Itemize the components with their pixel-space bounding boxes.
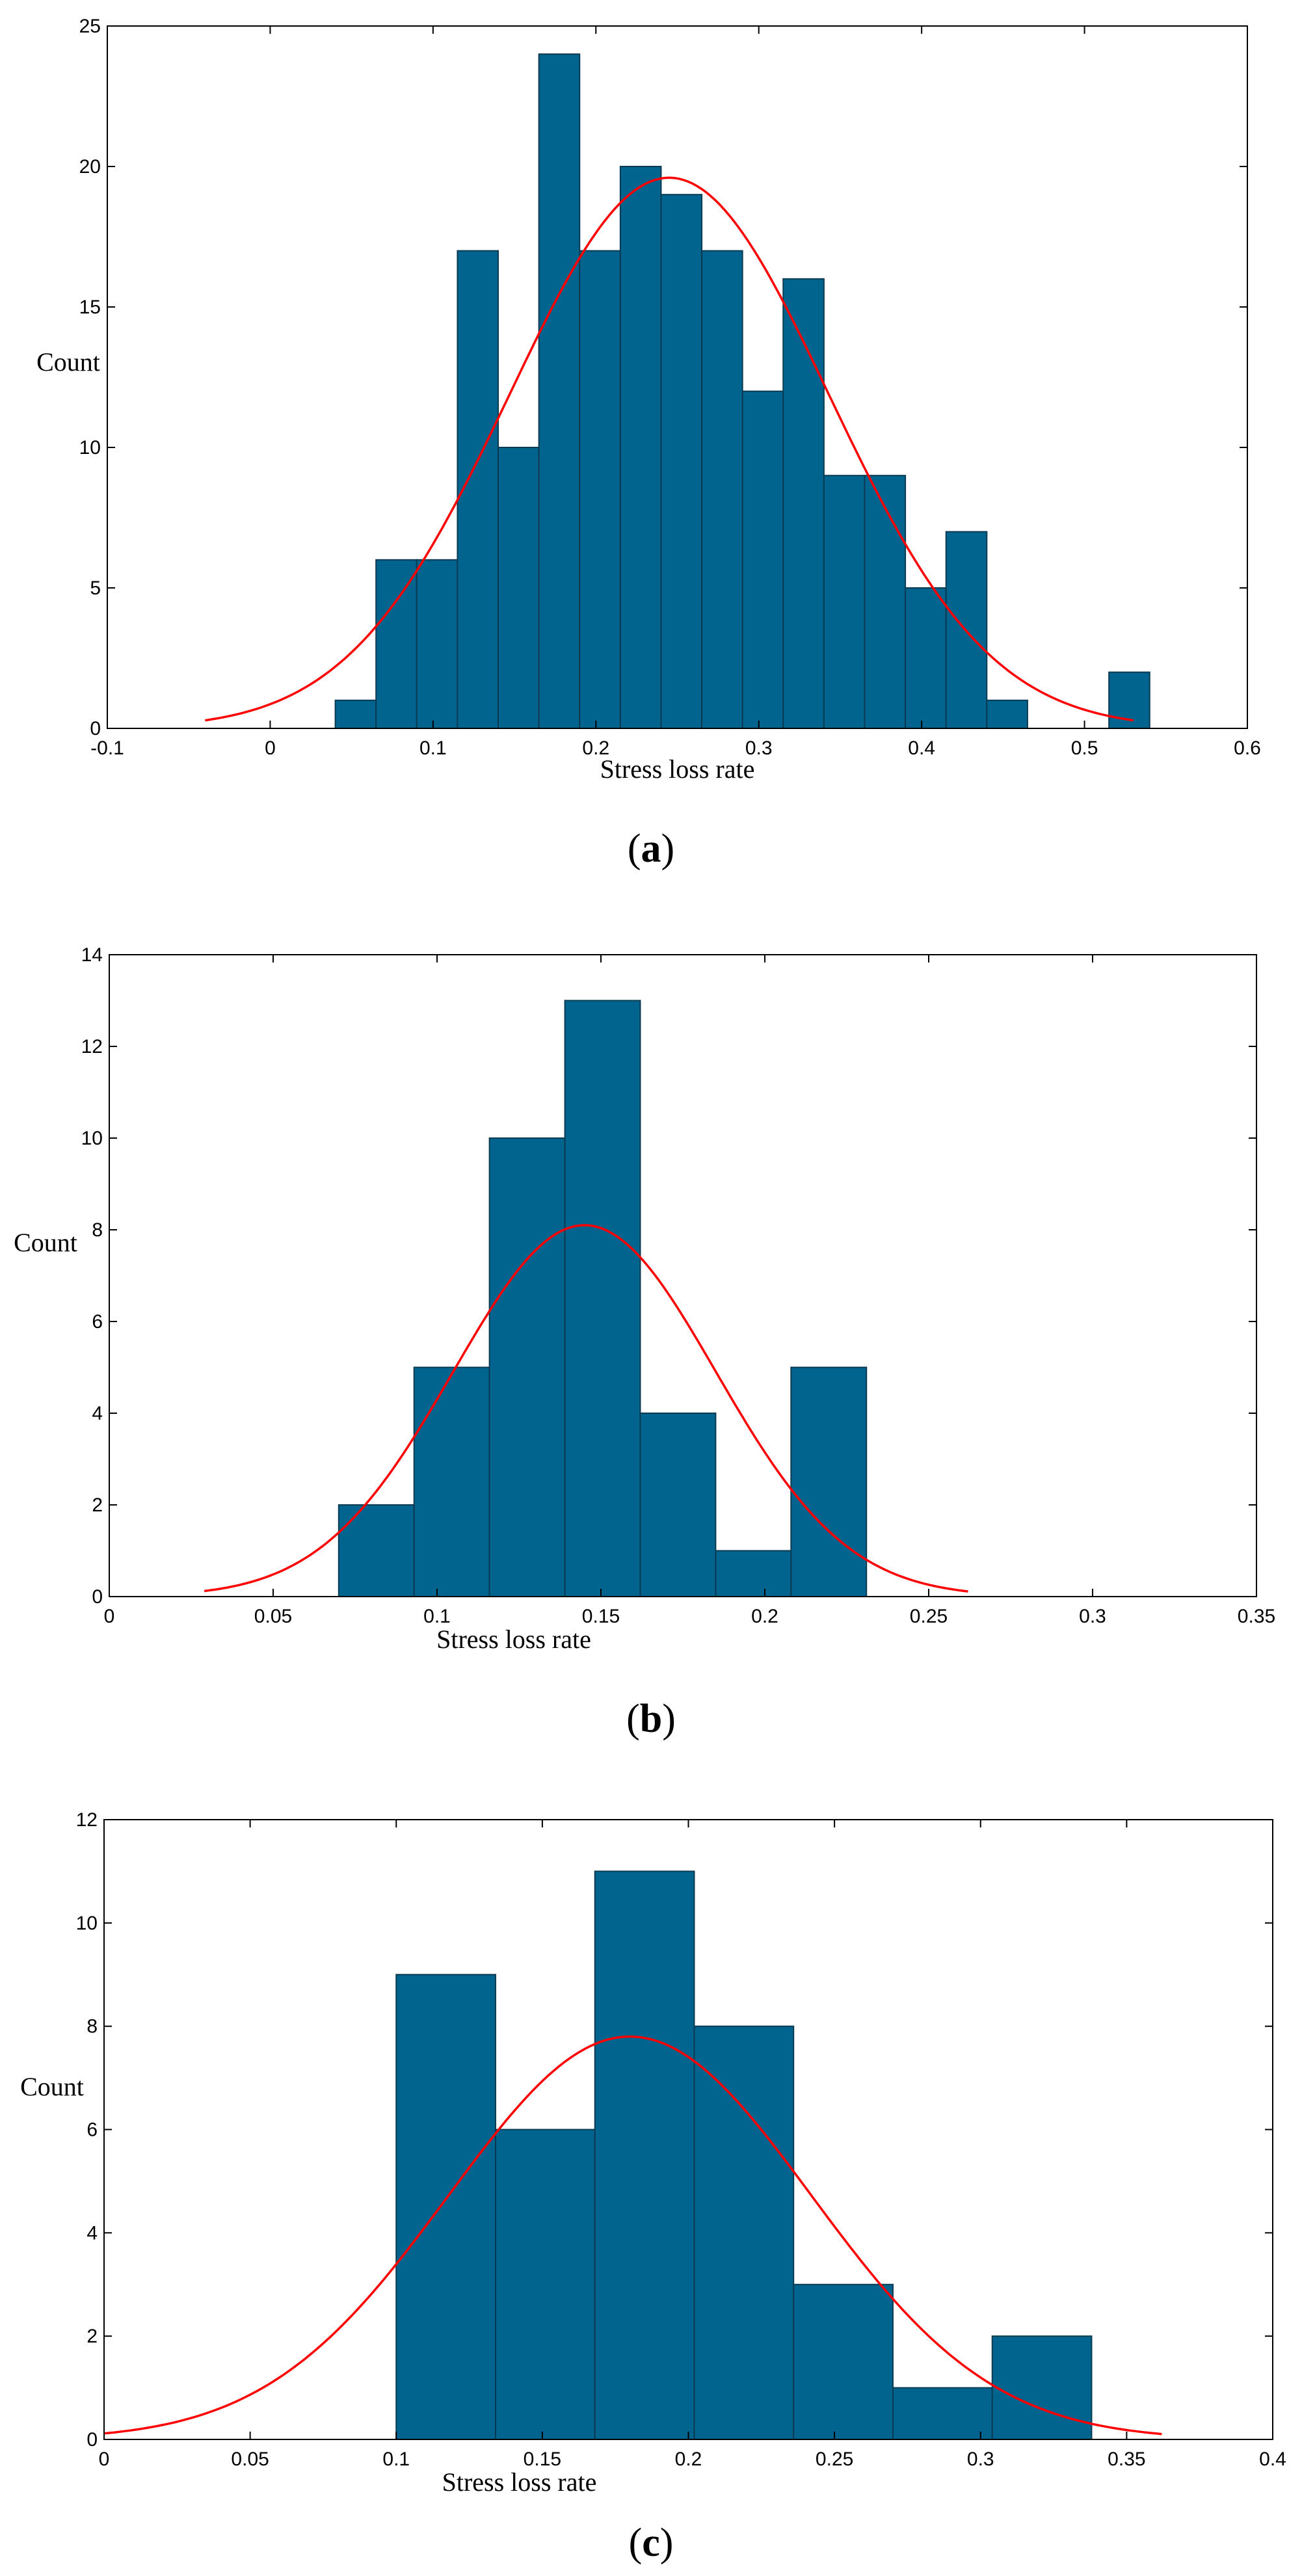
histogram-bar bbox=[905, 587, 947, 729]
y-tick-label: 6 bbox=[92, 1311, 103, 1333]
x-tick-label: 0.4 bbox=[1259, 2449, 1286, 2470]
histogram-bar bbox=[991, 2335, 1093, 2441]
panel-label-c: (c) bbox=[628, 2521, 674, 2565]
x-tick-label: 0.25 bbox=[910, 1606, 948, 1627]
y-tick-label: 0 bbox=[86, 2429, 98, 2450]
histogram-bar bbox=[579, 250, 621, 730]
chart-panel-c: 0 0.05 0.1 0.15 0.2 0.25 0.3 0.35 0.4 0 2 4 6 8 10 12 St… bbox=[20, 1809, 1286, 2497]
y-tick-label: 0 bbox=[90, 718, 101, 739]
y-tick-label: 15 bbox=[79, 297, 101, 318]
x-tick-label: 0.6 bbox=[1234, 737, 1261, 759]
y-tick-label: 2 bbox=[92, 1494, 103, 1516]
plot-frame bbox=[109, 954, 1257, 1597]
x-tick-label: 0.2 bbox=[675, 2449, 702, 2470]
y-tick-label: 4 bbox=[86, 2222, 98, 2244]
histogram-bar bbox=[338, 1504, 415, 1597]
y-tick-label: 12 bbox=[81, 1036, 103, 1057]
x-tick-label: 0.3 bbox=[745, 737, 773, 759]
histogram-bar bbox=[494, 2129, 596, 2440]
x-tick-label: 0 bbox=[265, 737, 276, 759]
normal-fit-curve bbox=[205, 176, 1134, 722]
y-tick-label: 4 bbox=[92, 1403, 103, 1424]
histogram-bar bbox=[564, 1000, 641, 1597]
x-axis-label: Stress loss rate bbox=[600, 754, 755, 784]
histogram-bar bbox=[782, 278, 825, 729]
y-tick-label: 6 bbox=[86, 2119, 98, 2141]
y-tick-label: 12 bbox=[76, 1809, 98, 1831]
normal-fit-curve bbox=[204, 1224, 968, 1593]
x-tick-label: 0 bbox=[99, 2449, 110, 2470]
x-tick-label: 0.1 bbox=[419, 737, 447, 759]
histogram-bar bbox=[457, 250, 499, 730]
chart-panel-a: -0.1 0 0.1 0.2 0.3 0.4 0.5 0.60510152025Stress … bbox=[36, 16, 1261, 784]
histogram-bar bbox=[986, 699, 1028, 730]
histogram-bar bbox=[790, 1366, 868, 1597]
histogram-bar bbox=[498, 447, 540, 729]
x-tick-label: 0.3 bbox=[967, 2449, 994, 2470]
chart-panel-b: 0 0.05 0.1 0.15 0.2 0.25 0.3 0.35 0 2 4 6 8 10 12 14 Str… bbox=[14, 944, 1275, 1654]
y-axis-label: Count bbox=[20, 2072, 84, 2101]
histogram-bar bbox=[693, 2025, 795, 2441]
x-tick-label: 0.35 bbox=[1108, 2449, 1145, 2470]
histogram-bar bbox=[594, 1870, 695, 2441]
histogram-bar bbox=[715, 1550, 792, 1597]
y-tick-label: 25 bbox=[79, 16, 101, 37]
y-axis-label: Count bbox=[14, 1228, 77, 1257]
histogram-bar bbox=[793, 2283, 894, 2440]
normal-fit-curve bbox=[103, 2035, 1162, 2436]
x-tick-label: 0.3 bbox=[1079, 1606, 1106, 1627]
x-tick-label: 0.05 bbox=[254, 1606, 292, 1627]
y-tick-label: 8 bbox=[92, 1219, 103, 1241]
histogram-bar bbox=[416, 559, 458, 729]
panel-label-b: (b) bbox=[626, 1697, 676, 1741]
x-tick-label: 0.1 bbox=[382, 2449, 410, 2470]
histogram-bar bbox=[488, 1137, 566, 1597]
histogram-bar bbox=[639, 1413, 717, 1597]
x-tick-label: 0.1 bbox=[423, 1606, 451, 1627]
x-tick-label: 0.5 bbox=[1071, 737, 1098, 759]
y-tick-label: 5 bbox=[90, 578, 101, 599]
panel-label-a: (a) bbox=[627, 827, 675, 871]
x-tick-label: 0 bbox=[104, 1606, 115, 1627]
histogram-bar bbox=[823, 475, 866, 729]
histogram-bar bbox=[864, 475, 907, 729]
x-tick-label: 0.25 bbox=[816, 2449, 853, 2470]
histogram-bar bbox=[619, 166, 662, 729]
x-tick-label: 0.15 bbox=[582, 1606, 620, 1627]
x-tick-label: 0.05 bbox=[231, 2449, 269, 2470]
y-tick-label: 10 bbox=[81, 1128, 103, 1149]
y-tick-label: 20 bbox=[79, 156, 101, 178]
histogram-bar bbox=[413, 1366, 490, 1597]
histogram-bar bbox=[395, 1974, 496, 2440]
histogram-bar bbox=[660, 194, 703, 729]
x-tick-label: 0.4 bbox=[908, 737, 935, 759]
x-tick-label: -0.1 bbox=[90, 737, 124, 759]
histogram-bar bbox=[892, 2387, 993, 2440]
x-tick-label: 0.35 bbox=[1238, 1606, 1275, 1627]
x-tick-label: 0.2 bbox=[751, 1606, 778, 1627]
x-tick-label: 0.15 bbox=[524, 2449, 561, 2470]
y-tick-label: 0 bbox=[92, 1586, 103, 1608]
plot-frame bbox=[107, 25, 1248, 729]
histogram-bar bbox=[741, 390, 784, 729]
y-axis-label: Count bbox=[36, 347, 100, 377]
histogram-bar bbox=[334, 699, 377, 730]
x-axis-label: Stress loss rate bbox=[442, 2467, 597, 2497]
y-tick-label: 2 bbox=[86, 2326, 98, 2347]
y-tick-label: 10 bbox=[79, 437, 101, 458]
y-tick-label: 14 bbox=[81, 944, 103, 966]
histogram-bar bbox=[375, 559, 418, 729]
y-tick-label: 10 bbox=[76, 1913, 98, 1934]
histogram-bar bbox=[538, 53, 581, 730]
x-axis-label: Stress loss rate bbox=[436, 1625, 591, 1654]
histogram-bar bbox=[701, 250, 743, 730]
y-tick-label: 8 bbox=[86, 2016, 98, 2038]
x-tick-label: 0.2 bbox=[582, 737, 609, 759]
